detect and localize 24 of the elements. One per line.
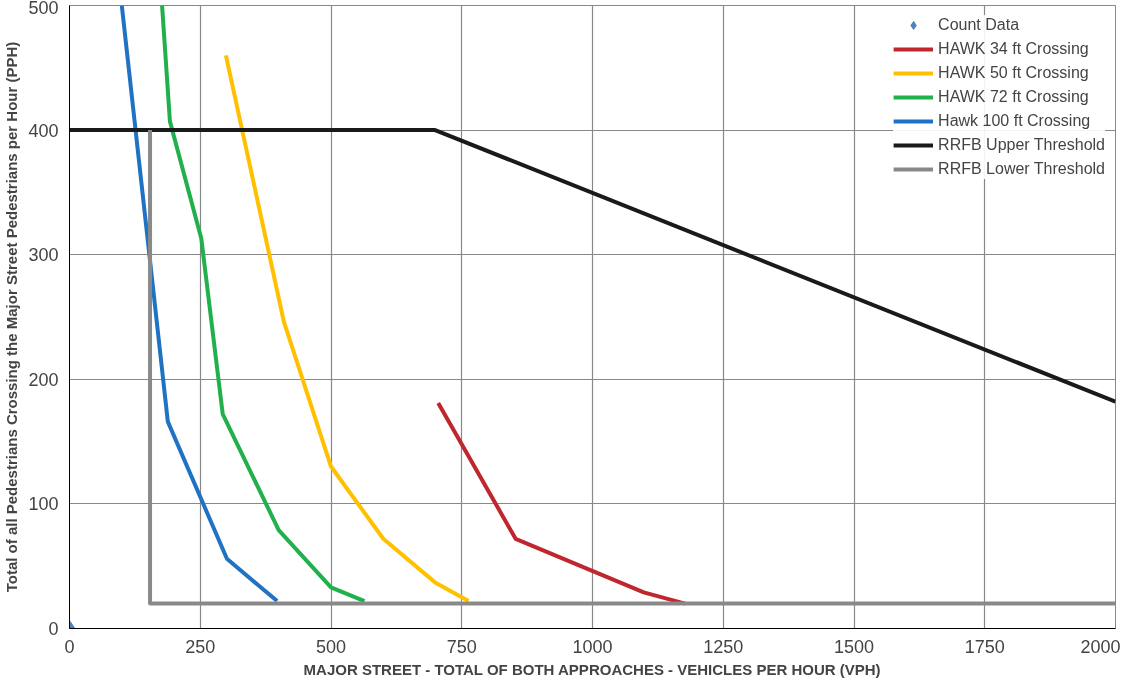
x-tick-label: 1750 xyxy=(964,636,1005,657)
legend-label: RRFB Lower Threshold xyxy=(938,160,1105,178)
x-tick-label: 750 xyxy=(446,636,477,657)
legend-label: Hawk 100 ft Crossing xyxy=(938,112,1091,130)
y-tick-label: 0 xyxy=(48,619,59,639)
legend-label: HAWK 34 ft Crossing xyxy=(938,40,1089,58)
y-tick-label: 200 xyxy=(28,369,59,390)
x-tick-label: 1250 xyxy=(703,636,744,657)
legend-label: Count Data xyxy=(938,16,1020,34)
x-tick-label: 1500 xyxy=(833,636,875,657)
y-tick-label: 100 xyxy=(28,494,59,515)
legend-label: RRFB Upper Threshold xyxy=(938,136,1105,154)
legend-label: HAWK 50 ft Crossing xyxy=(938,64,1089,82)
x-tick-label: 250 xyxy=(185,636,216,657)
x-tick-label: 2000 xyxy=(1080,636,1121,657)
y-tick-label: 300 xyxy=(28,245,59,266)
legend-label: HAWK 72 ft Crossing xyxy=(938,88,1089,106)
x-tick-label: 1000 xyxy=(572,636,613,657)
y-tick-label: 400 xyxy=(28,120,59,141)
x-axis-title: MAJOR STREET - TOTAL OF BOTH APPROACHES - VEHICLES PER HOUR (VPH) xyxy=(303,660,881,678)
x-tick-label: 0 xyxy=(64,636,75,657)
y-axis-title: Total of all Pedestrians Crossing the Major Street Pedestrians per Hour (PPH) xyxy=(3,41,21,593)
y-tick-label: 500 xyxy=(28,0,59,18)
x-tick-label: 500 xyxy=(315,636,347,657)
